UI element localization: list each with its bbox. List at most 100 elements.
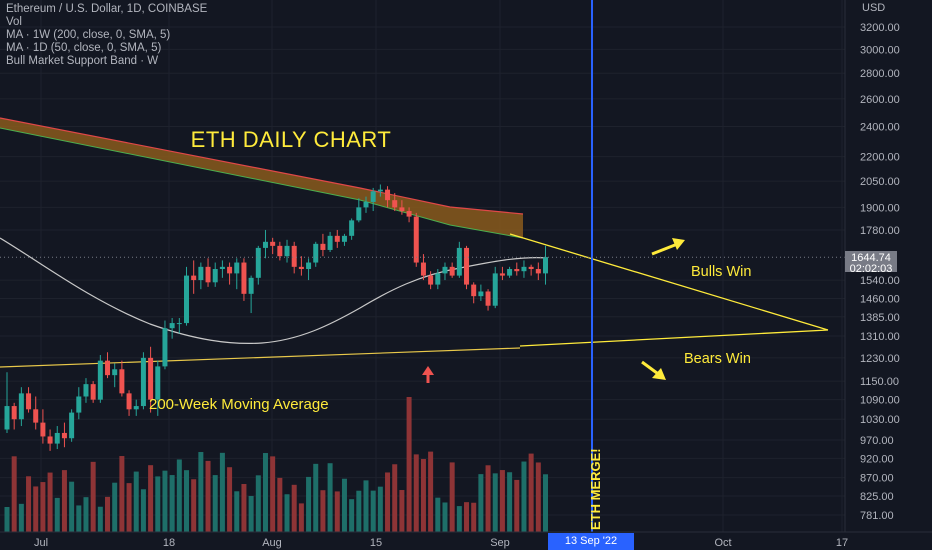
candle-body <box>492 273 498 306</box>
drawing-annotations <box>0 0 845 532</box>
annotation-title: ETH DAILY CHART <box>191 127 392 152</box>
volume-bar <box>191 479 197 532</box>
candle-body <box>83 384 89 397</box>
volume-bar <box>499 470 505 532</box>
currency-label: USD <box>862 2 886 14</box>
volume-bar <box>47 472 53 532</box>
volume-bar <box>334 491 340 532</box>
candle-body <box>155 366 161 400</box>
candle-body <box>90 384 96 400</box>
time-axis[interactable]: Jul 18 Aug 15 Sep Oct 17 <box>0 531 932 549</box>
volume-bar <box>298 503 304 532</box>
candle-body <box>507 269 513 276</box>
candle-body <box>11 406 17 420</box>
volume-bar <box>90 461 96 532</box>
up-arrow-head <box>422 366 434 375</box>
volume-bar <box>514 479 520 532</box>
candle-body <box>478 291 484 297</box>
volume-bar <box>356 490 362 532</box>
candle-body <box>499 273 505 276</box>
candle-body <box>148 357 154 400</box>
legend-volume[interactable]: Vol <box>6 16 22 28</box>
candle-body <box>284 245 290 257</box>
candle-body <box>313 243 319 263</box>
candle-body <box>126 393 132 410</box>
candle-body <box>241 262 247 294</box>
candle-body <box>69 412 75 439</box>
candle-body <box>406 211 412 217</box>
volume-bar <box>521 461 527 532</box>
candle-body <box>54 432 60 444</box>
price-tick-label: 825.00 <box>860 491 894 503</box>
volume-bar <box>306 476 312 532</box>
candle-body <box>26 393 32 410</box>
volume-bar <box>76 505 82 532</box>
volume-bar <box>543 474 548 532</box>
volume-bar <box>248 495 254 532</box>
time-tick-label: Sep <box>490 537 510 549</box>
volume-bar <box>535 462 541 532</box>
candle-body <box>298 266 304 270</box>
annotation-texts: ETH DAILY CHART Bulls Win Bears Win 200-… <box>149 127 751 530</box>
candle-body <box>435 273 441 285</box>
candle-body <box>198 266 204 281</box>
volume-bar <box>162 470 168 532</box>
candle-body <box>119 369 125 394</box>
price-tick-label: 1460.00 <box>860 294 900 306</box>
volume-bar <box>148 465 154 532</box>
candle-body <box>413 216 419 263</box>
price-axis[interactable]: 3200.00 3000.00 2800.00 2600.00 2400.00 2200.… <box>844 0 900 532</box>
volume-bar <box>112 482 118 532</box>
candle-body <box>33 409 39 423</box>
ascending-trendline <box>519 329 829 347</box>
ma200-weekly-line <box>0 347 521 368</box>
support-band-lower <box>0 127 524 239</box>
volume-bar <box>105 496 111 532</box>
volume-bar <box>262 453 268 532</box>
candle-body <box>212 269 218 283</box>
volume-bar <box>442 502 448 532</box>
candle-body <box>327 235 333 250</box>
candle-body <box>535 269 541 274</box>
candle-body <box>291 245 297 267</box>
price-tick-label: 870.00 <box>860 473 894 485</box>
price-tick-label: 2050.00 <box>860 176 900 188</box>
legend-support-band[interactable]: Bull Market Support Band · W <box>6 55 159 67</box>
volume-bar <box>255 475 261 532</box>
candle-body <box>234 262 240 274</box>
annotation-eth-merge: ETH MERGE! <box>588 448 603 530</box>
candle-body <box>334 235 340 242</box>
candle-body <box>18 393 24 420</box>
time-tick-label: Jul <box>34 537 48 549</box>
price-tick-label: 2400.00 <box>860 122 900 134</box>
legend-ma-daily[interactable]: MA · 1D (50, close, 0, SMA, 5) <box>6 42 162 54</box>
candle-body <box>442 266 448 274</box>
price-tick-label: 1090.00 <box>860 395 900 407</box>
volume-bar <box>176 459 182 532</box>
candle-body <box>363 201 369 208</box>
price-tick-label: 1310.00 <box>860 331 900 343</box>
candle-body <box>219 266 225 270</box>
legend-title[interactable]: Ethereum / U.S. Dollar, 1D, COINBASE <box>6 3 208 15</box>
price-tick-label: 1230.00 <box>860 353 900 365</box>
price-tick-label: 1540.00 <box>860 275 900 287</box>
candle-body <box>428 275 434 285</box>
chart-legend[interactable]: Ethereum / U.S. Dollar, 1D, COINBASE Vol… <box>6 3 207 68</box>
volume-bar <box>377 486 383 532</box>
volume-bar <box>140 489 146 532</box>
volume-bar <box>399 490 405 532</box>
legend-ma-weekly[interactable]: MA · 1W (200, close, 0, SMA, 5) <box>6 29 171 41</box>
candle-body <box>112 369 118 376</box>
time-tick-label: 18 <box>163 537 175 549</box>
price-tick-label: 2200.00 <box>860 152 900 164</box>
volume-bar <box>492 473 498 532</box>
candle-body <box>385 189 391 201</box>
price-tick-label: 1030.00 <box>860 414 900 426</box>
candle-body <box>514 269 520 272</box>
annotation-bulls-win: Bulls Win <box>691 264 751 280</box>
volume-bar <box>61 470 67 532</box>
candle-body <box>370 191 376 202</box>
candle-body <box>105 360 111 376</box>
candle-body <box>528 266 534 270</box>
